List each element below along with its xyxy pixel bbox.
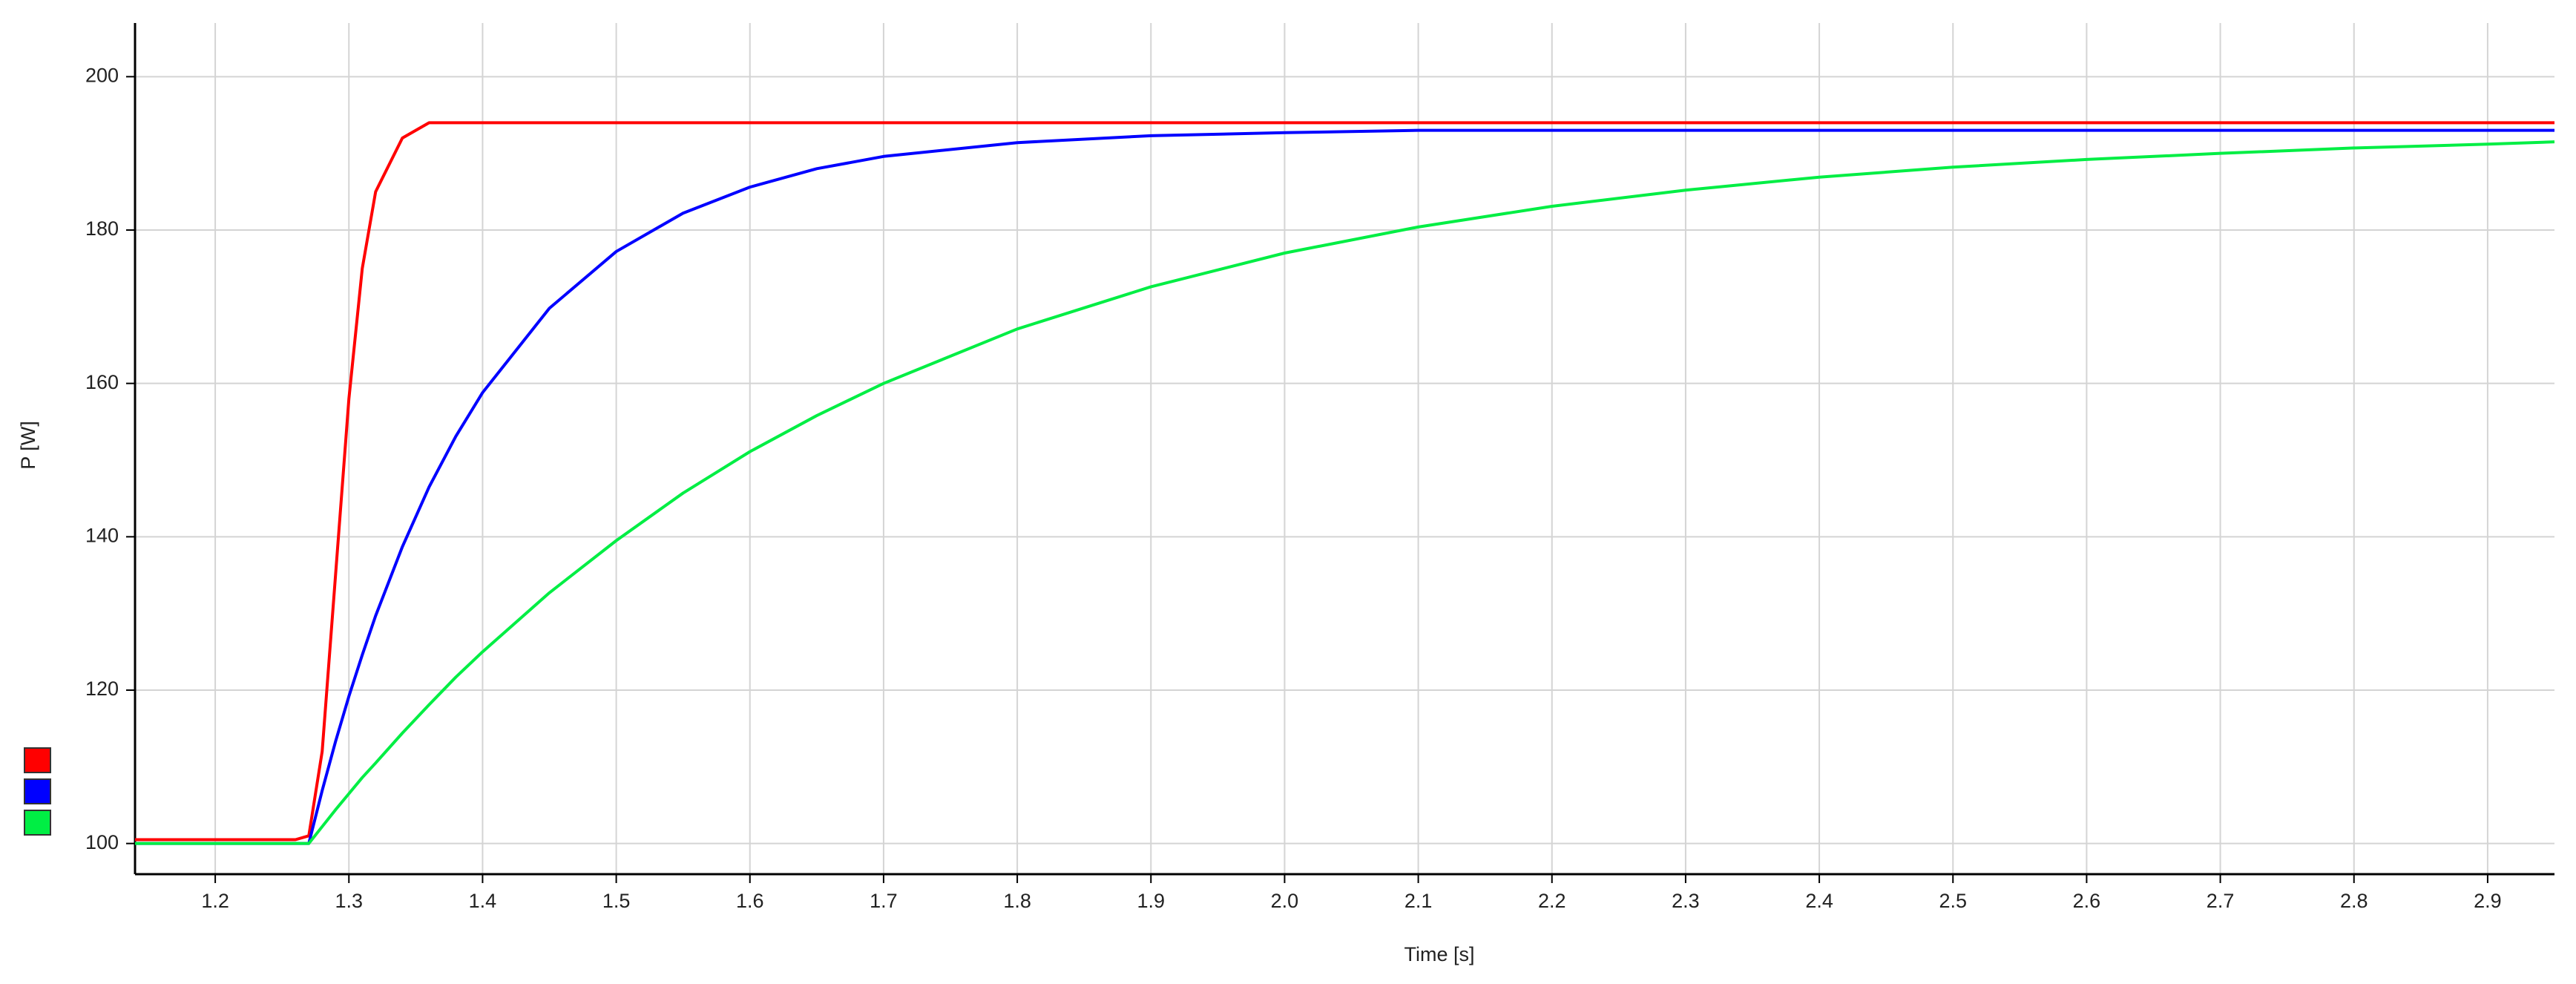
x-tick-label: 2.8 — [2340, 890, 2368, 912]
y-tick-label: 120 — [85, 678, 119, 700]
y-axis-title: P [W] — [17, 421, 39, 470]
x-tick-label: 1.9 — [1137, 890, 1165, 912]
x-tick-label: 1.8 — [1003, 890, 1031, 912]
x-tick-label: 1.5 — [602, 890, 631, 912]
x-tick-label: 2.2 — [1538, 890, 1566, 912]
legend-swatch — [24, 778, 51, 804]
legend-swatch — [24, 747, 51, 773]
y-tick-label: 180 — [85, 217, 119, 240]
x-tick-label: 2.7 — [2207, 890, 2235, 912]
x-tick-label: 2.4 — [1805, 890, 1833, 912]
x-tick-label: 1.7 — [870, 890, 898, 912]
x-tick-label: 2.6 — [2073, 890, 2101, 912]
x-tick-label: 2.5 — [1939, 890, 1967, 912]
y-tick-label: 140 — [85, 524, 119, 546]
x-tick-label: 1.6 — [736, 890, 764, 912]
series-line — [135, 121, 2554, 842]
x-tick-label: 2.0 — [1271, 890, 1299, 912]
x-axis-title: Time [s] — [1404, 943, 1474, 965]
y-tick-label: 100 — [85, 831, 119, 853]
x-tick-label: 1.4 — [469, 890, 497, 912]
x-tick-label: 1.2 — [201, 890, 229, 912]
x-tick-label: 2.3 — [1672, 890, 1700, 912]
series-line — [135, 128, 2554, 845]
y-tick-label: 160 — [85, 371, 119, 393]
legend-swatch — [24, 810, 51, 836]
x-tick-label: 2.9 — [2474, 890, 2502, 912]
x-tick-label: 1.3 — [335, 890, 363, 912]
x-tick-label: 2.1 — [1404, 890, 1433, 912]
y-tick-label: 200 — [85, 64, 119, 86]
series-line — [135, 140, 2555, 845]
